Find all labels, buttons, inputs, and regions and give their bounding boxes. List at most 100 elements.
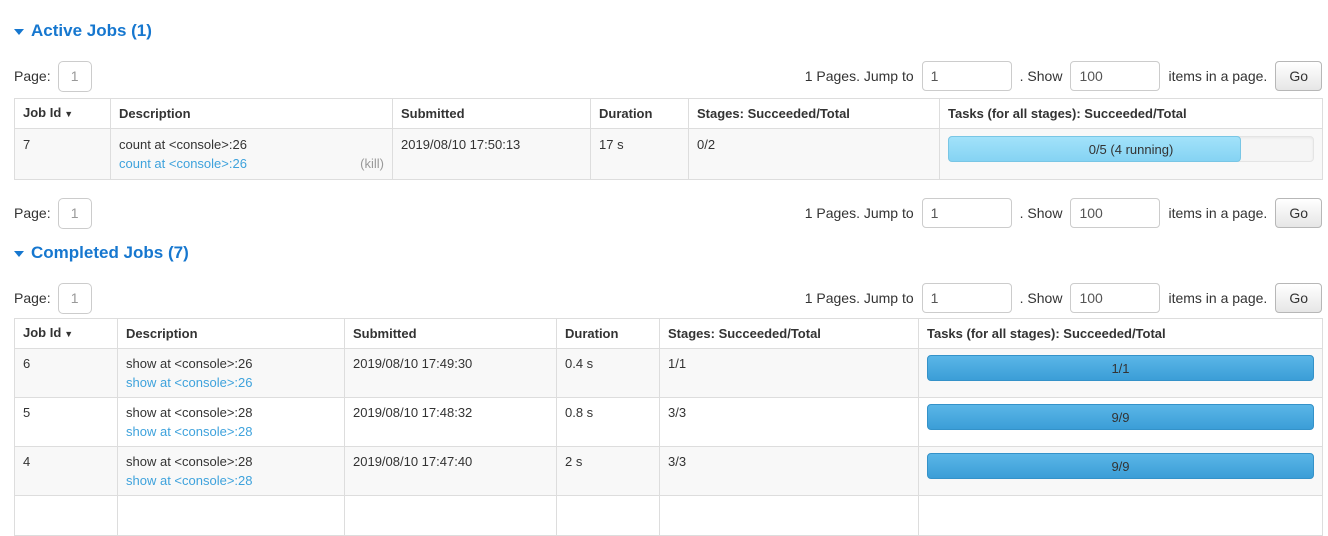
progress-text: 1/1 <box>1111 361 1130 376</box>
duration-cell: 0.4 s <box>556 348 660 398</box>
description-cell: show at <console>:28 show at <console>:2… <box>117 397 345 447</box>
items-per-page-input[interactable] <box>1070 61 1161 91</box>
jump-to-page-input[interactable] <box>921 283 1012 313</box>
items-per-page-input[interactable] <box>1070 198 1161 228</box>
submitted-cell: 2019/08/10 17:48:32 <box>344 397 557 447</box>
header-job-id[interactable]: Job Id ▼ <box>14 98 111 129</box>
page-label: Page: <box>14 68 51 84</box>
header-submitted[interactable]: Submitted <box>344 318 557 349</box>
job-row-partial <box>14 495 1323 536</box>
task-progress-bar: 1/1 <box>927 355 1314 381</box>
header-job-id[interactable]: Job Id ▼ <box>14 318 118 349</box>
page-label: Page: <box>14 205 51 221</box>
items-text: items in a page. <box>1168 205 1268 221</box>
header-submitted[interactable]: Submitted <box>392 98 591 129</box>
job-id-cell: 6 <box>14 348 118 398</box>
header-tasks[interactable]: Tasks (for all stages): Succeeded/Total <box>918 318 1323 349</box>
completed-jobs-title: Completed Jobs (7) <box>31 243 189 262</box>
show-text: . Show <box>1019 68 1063 84</box>
pages-count-text: 1 Pages. Jump to <box>804 290 914 306</box>
active-jobs-title: Active Jobs (1) <box>31 21 152 40</box>
items-per-page-input[interactable] <box>1070 283 1161 313</box>
job-id-cell: 4 <box>14 446 118 496</box>
jump-to-page-input[interactable] <box>921 198 1012 228</box>
job-description: count at <console>:26 <box>119 137 247 152</box>
header-description[interactable]: Description <box>117 318 345 349</box>
collapse-arrow-icon <box>14 29 24 35</box>
job-row: 7 count at <console>:26 count at <consol… <box>14 128 1323 180</box>
job-description: show at <console>:28 <box>126 405 253 420</box>
page-number-input[interactable] <box>57 60 92 92</box>
header-stages[interactable]: Stages: Succeeded/Total <box>659 318 919 349</box>
stages-cell: 3/3 <box>659 446 919 496</box>
jump-control: 1 Pages. Jump to . Show items in a page.… <box>805 61 1322 91</box>
kill-job-link[interactable]: (kill) <box>360 156 384 171</box>
completed-jobs-heading[interactable]: Completed Jobs (7) <box>14 243 1322 263</box>
progress-fill-completed <box>927 355 1314 381</box>
stages-cell: 3/3 <box>659 397 919 447</box>
go-button[interactable]: Go <box>1275 198 1322 228</box>
jump-to-page-input[interactable] <box>921 61 1012 91</box>
active-jobs-heading[interactable]: Active Jobs (1) <box>14 21 1322 41</box>
description-cell: count at <console>:26 count at <console>… <box>110 128 393 180</box>
job-row: 6 show at <console>:26 show at <console>… <box>14 348 1323 398</box>
submitted-cell: 2019/08/10 17:47:40 <box>344 446 557 496</box>
header-duration[interactable]: Duration <box>556 318 660 349</box>
job-detail-link[interactable]: show at <console>:28 <box>126 473 253 488</box>
job-description: show at <console>:28 <box>126 454 253 469</box>
go-button[interactable]: Go <box>1275 61 1322 91</box>
progress-fill-completed <box>927 453 1314 479</box>
duration-cell: 17 s <box>590 128 689 180</box>
page-control: Page: <box>14 282 92 314</box>
tasks-cell: 0/5 (4 running) <box>939 128 1323 180</box>
duration-cell: 2 s <box>556 446 660 496</box>
page-label: Page: <box>14 290 51 306</box>
page-number-input[interactable] <box>57 282 92 314</box>
pages-count-text: 1 Pages. Jump to <box>804 68 914 84</box>
show-text: . Show <box>1019 290 1063 306</box>
active-pagination-top: Page: 1 Pages. Jump to . Show items in a… <box>14 60 1322 92</box>
duration-cell: 0.8 s <box>556 397 660 447</box>
jump-control: 1 Pages. Jump to . Show items in a page.… <box>805 283 1322 313</box>
page-control: Page: <box>14 197 92 229</box>
progress-text: 9/9 <box>1111 459 1130 474</box>
collapse-arrow-icon <box>14 251 24 257</box>
page-control: Page: <box>14 60 92 92</box>
completed-table-header-row: Job Id ▼ Description Submitted Duration S… <box>14 318 1323 349</box>
completed-pagination-top: Page: 1 Pages. Jump to . Show items in a… <box>14 282 1322 314</box>
task-progress-bar: 9/9 <box>927 453 1314 479</box>
sort-desc-icon: ▼ <box>64 329 74 339</box>
header-stages[interactable]: Stages: Succeeded/Total <box>688 98 940 129</box>
job-detail-link[interactable]: show at <console>:28 <box>126 424 253 439</box>
progress-text: 0/5 (4 running) <box>1088 142 1174 157</box>
active-table-header-row: Job Id ▼ Description Submitted Duration S… <box>14 98 1323 129</box>
sort-desc-icon: ▼ <box>64 109 74 119</box>
header-tasks[interactable]: Tasks (for all stages): Succeeded/Total <box>939 98 1323 129</box>
pages-count-text: 1 Pages. Jump to <box>804 205 914 221</box>
submitted-cell: 2019/08/10 17:50:13 <box>392 128 591 180</box>
job-detail-link[interactable]: count at <console>:26 <box>119 156 247 171</box>
tasks-cell: 9/9 <box>918 446 1323 496</box>
show-text: . Show <box>1019 205 1063 221</box>
tasks-cell: 1/1 <box>918 348 1323 398</box>
active-pagination-bottom: Page: 1 Pages. Jump to . Show items in a… <box>14 197 1322 229</box>
description-cell: show at <console>:28 show at <console>:2… <box>117 446 345 496</box>
tasks-cell: 9/9 <box>918 397 1323 447</box>
job-description: show at <console>:26 <box>126 356 253 371</box>
header-duration[interactable]: Duration <box>590 98 689 129</box>
progress-fill-completed <box>927 404 1314 430</box>
description-cell: show at <console>:26 show at <console>:2… <box>117 348 345 398</box>
header-description[interactable]: Description <box>110 98 393 129</box>
spark-jobs-page: Active Jobs (1) Page: 1 Pages. Jump to .… <box>0 21 1328 536</box>
submitted-cell: 2019/08/10 17:49:30 <box>344 348 557 398</box>
progress-fill-running <box>948 136 1242 162</box>
job-id-cell: 5 <box>14 397 118 447</box>
items-text: items in a page. <box>1168 68 1268 84</box>
stages-cell: 1/1 <box>659 348 919 398</box>
go-button[interactable]: Go <box>1275 283 1322 313</box>
task-progress-bar: 9/9 <box>927 404 1314 430</box>
stages-cell: 0/2 <box>688 128 940 180</box>
job-id-cell: 7 <box>14 128 111 180</box>
page-number-input[interactable] <box>57 197 92 229</box>
job-detail-link[interactable]: show at <console>:26 <box>126 375 253 390</box>
